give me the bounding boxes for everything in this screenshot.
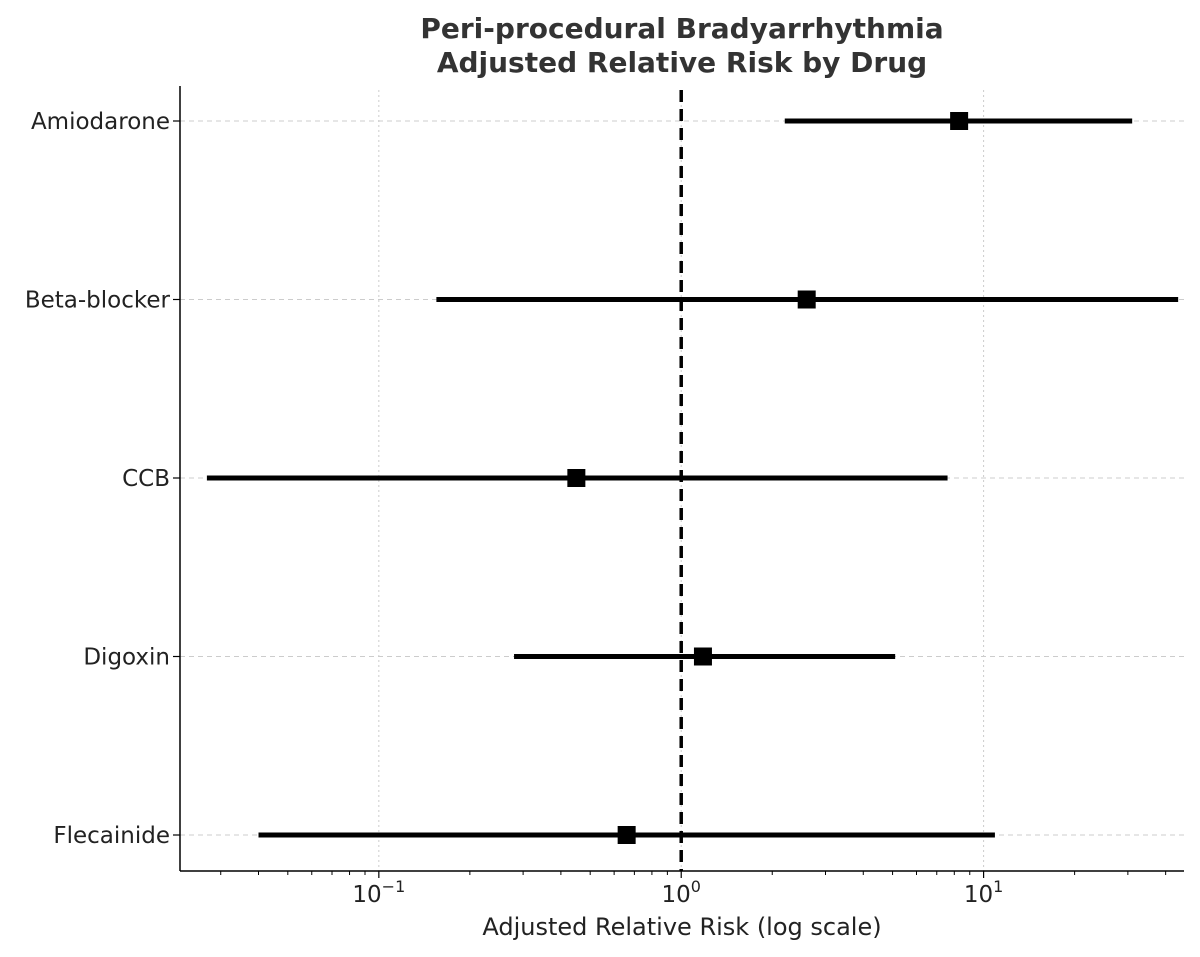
x-tick-label: 100	[661, 877, 700, 908]
error-bars	[206, 118, 1179, 838]
point-estimate-marker	[567, 469, 586, 487]
chart-title-line-1: Peri-procedural Bradyarrhythmia	[420, 12, 943, 45]
x-axis-label: Adjusted Relative Risk (log scale)	[482, 913, 881, 941]
y-tick-label: Amiodarone	[31, 109, 170, 135]
x-tick-base: 10	[661, 882, 690, 908]
x-tick-label: 101	[964, 877, 1003, 908]
y-tick-label: Digoxin	[83, 645, 170, 671]
point-estimates	[567, 112, 969, 844]
point-estimate-marker	[693, 647, 712, 666]
x-tick-label: 10−1	[352, 877, 405, 908]
x-tick-exponent: 0	[691, 877, 701, 896]
y-tick-label: Beta-blocker	[25, 288, 171, 314]
chart-title-line-2: Adjusted Relative Risk by Drug	[437, 46, 927, 79]
point-estimate-marker	[950, 112, 969, 130]
x-tick-exponent: 1	[993, 877, 1003, 896]
point-estimate-marker	[617, 826, 636, 844]
point-estimate-marker	[797, 290, 816, 309]
x-tick-exponent: −1	[382, 877, 406, 896]
y-tick-label: CCB	[122, 466, 170, 492]
x-tick-base: 10	[352, 882, 381, 908]
x-tick-base: 10	[964, 882, 993, 908]
y-tick-label: Flecainide	[53, 823, 170, 849]
axes: Amiodarone Beta-blocker CCB Digoxin Flecaini…	[25, 86, 1184, 908]
